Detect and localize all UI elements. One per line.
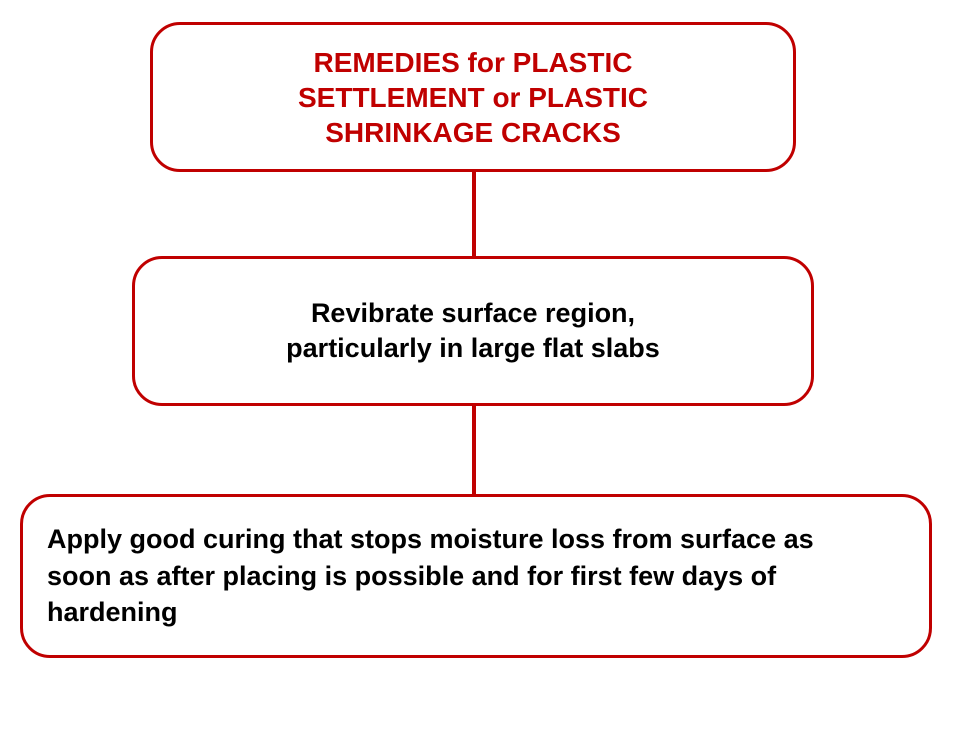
- node-revibrate-text: Revibrate surface region, particularly i…: [263, 296, 683, 366]
- flowchart-container: REMEDIES for PLASTIC SETTLEMENT or PLAST…: [0, 0, 954, 744]
- node-curing: Apply good curing that stops moisture lo…: [20, 494, 932, 658]
- node-curing-text: Apply good curing that stops moisture lo…: [23, 521, 893, 630]
- node-title-text: REMEDIES for PLASTIC SETTLEMENT or PLAST…: [243, 45, 703, 150]
- edge-2: [472, 406, 476, 494]
- node-revibrate: Revibrate surface region, particularly i…: [132, 256, 814, 406]
- node-title: REMEDIES for PLASTIC SETTLEMENT or PLAST…: [150, 22, 796, 172]
- edge-1: [472, 172, 476, 256]
